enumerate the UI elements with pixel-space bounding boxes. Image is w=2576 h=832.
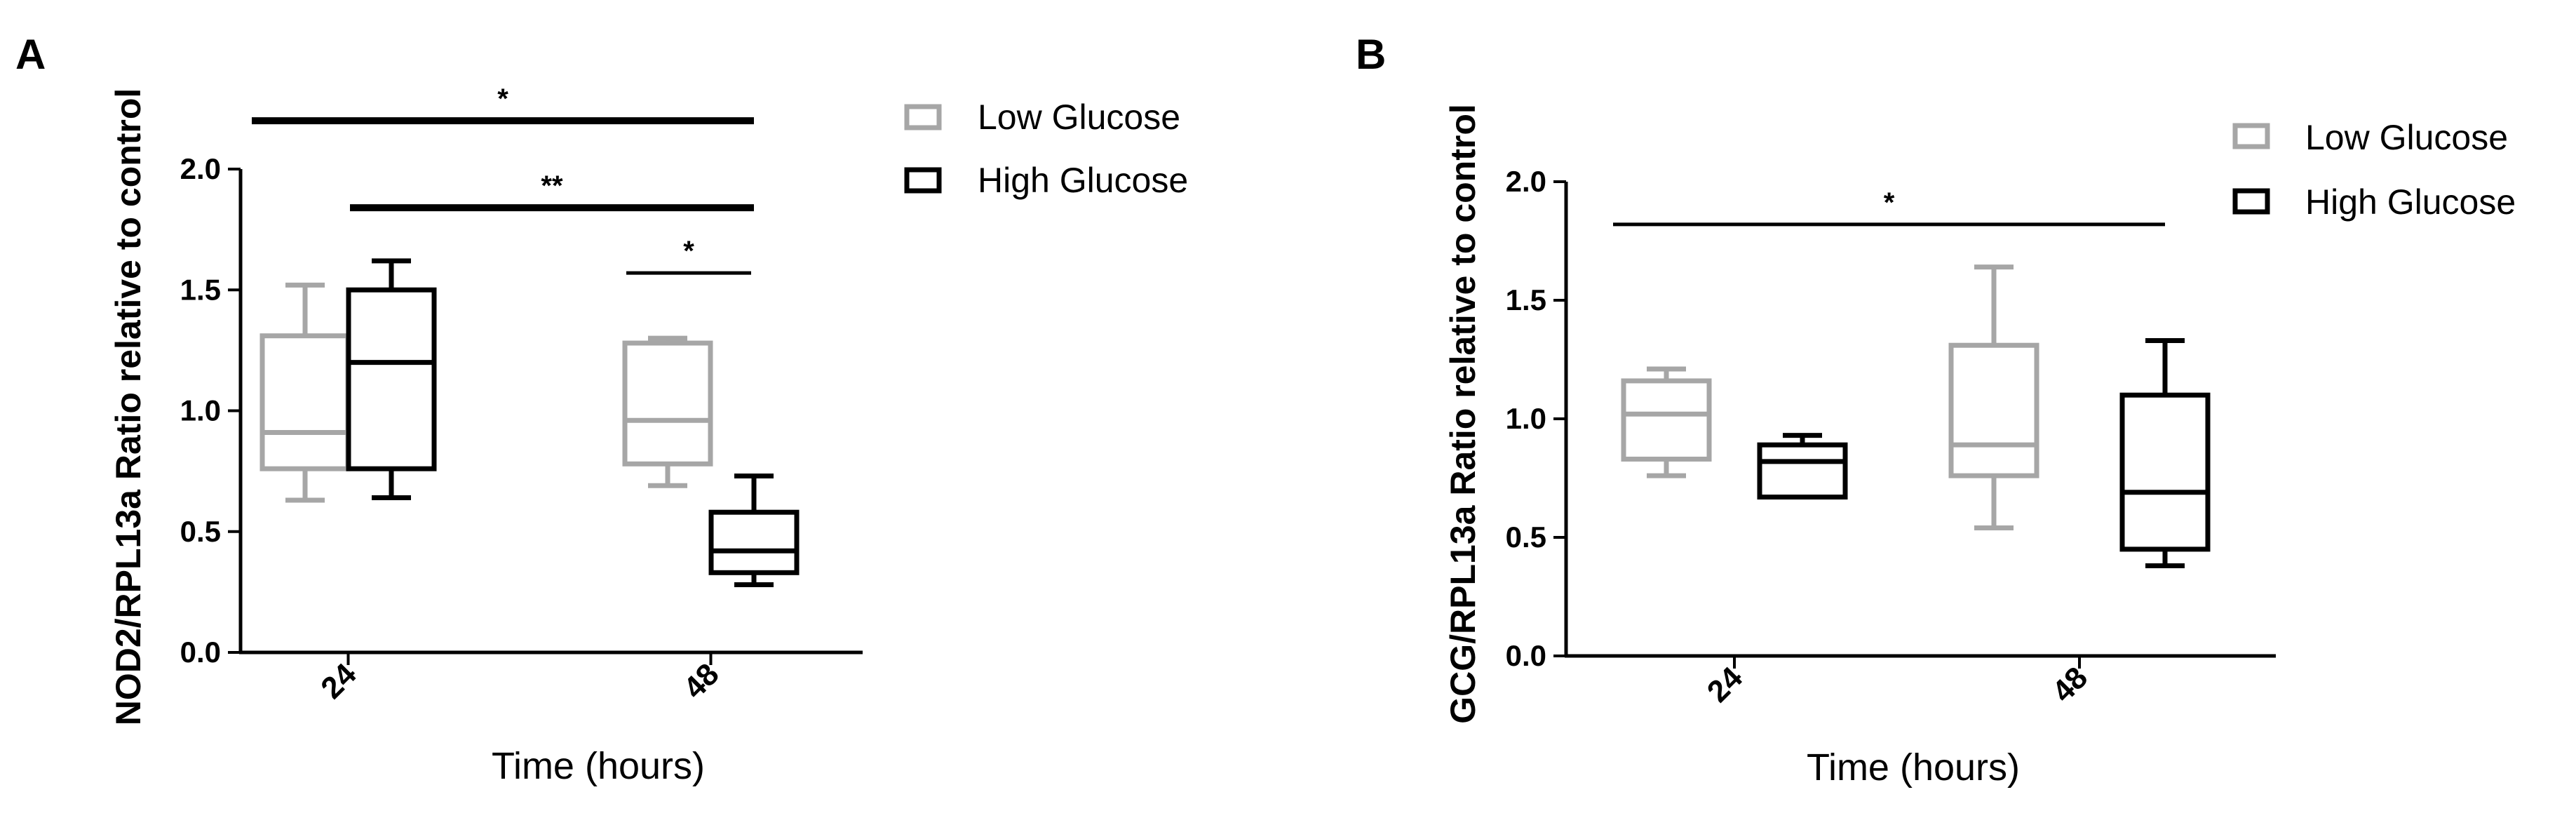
box-high-glucose-24 [346,258,437,501]
x-tick-label: 24 [1701,660,1750,709]
box-iqr [1621,378,1712,462]
legend: Low Glucose High Glucose [904,98,1188,200]
box-iqr [708,509,800,575]
legend-label-low-glucose: Low Glucose [978,98,1180,137]
box-iqr [259,333,351,471]
panel-letter: A [15,31,46,78]
y-axis-label: GCG/RPL13a Ratio relative to control [1443,104,1483,724]
y-tick-label: 0.0 [180,636,221,669]
plot-area: 0.00.51.01.52.024 48**** [180,83,863,706]
box-high-glucose-24 [1757,433,1848,500]
significance-label: * [1884,187,1895,218]
legend-swatch-low-glucose [904,104,942,130]
box-low-glucose-48 [1948,264,2039,530]
panel-letter: B [1356,31,1386,78]
y-tick-label: 1.5 [180,273,221,306]
box-iqr [346,287,437,471]
y-tick-label: 0.5 [1506,521,1546,553]
legend-label-high-glucose: High Glucose [2305,182,2516,222]
significance-label: * [497,83,508,114]
y-tick-label: 0.5 [180,515,221,548]
legend-swatch-high-glucose [904,167,942,194]
panel-b: B GCG/RPL13a Ratio relative to control T… [1356,31,2516,789]
significance-label: ** [541,170,563,201]
x-tick-label: 48 [2046,660,2094,709]
panel-a: A NOD2/RPL13a Ratio relative to control … [15,31,1188,787]
box-low-glucose-24 [259,282,351,503]
legend-label-low-glucose: Low Glucose [2305,118,2508,157]
y-tick-label: 2.0 [1506,165,1546,198]
plot-area: 0.0 0.5 1.0 1.5 2.0 24 48 * [1506,165,2276,709]
box-iqr [2119,392,2211,552]
x-tick-label: 48 [677,657,725,705]
box-high-glucose-48 [2119,337,2211,569]
y-axis-label: NOD2/RPL13a Ratio relative to control [109,88,148,726]
legend-swatch-high-glucose [2232,188,2270,215]
box-low-glucose-48 [622,335,713,488]
box-iqr [1757,442,1848,500]
box-high-glucose-48 [708,474,800,588]
y-tick-label: 1.5 [1506,283,1546,316]
y-tick-label: 2.0 [180,152,221,185]
legend-label-high-glucose: High Glucose [978,161,1188,200]
box-low-glucose-24 [1621,366,1712,478]
y-tick-label: 1.0 [180,394,221,427]
box-iqr [1948,342,2039,478]
y-tick-label: 1.0 [1506,402,1546,435]
x-axis-label: Time (hours) [1807,746,2020,789]
x-tick-label: 24 [314,657,363,706]
significance-label: * [683,236,694,267]
y-tick-label: 0.0 [1506,639,1546,672]
x-axis-label: Time (hours) [492,745,705,787]
legend: Low Glucose High Glucose [2232,118,2516,222]
box-iqr [622,340,713,467]
legend-swatch-low-glucose [2232,123,2270,149]
